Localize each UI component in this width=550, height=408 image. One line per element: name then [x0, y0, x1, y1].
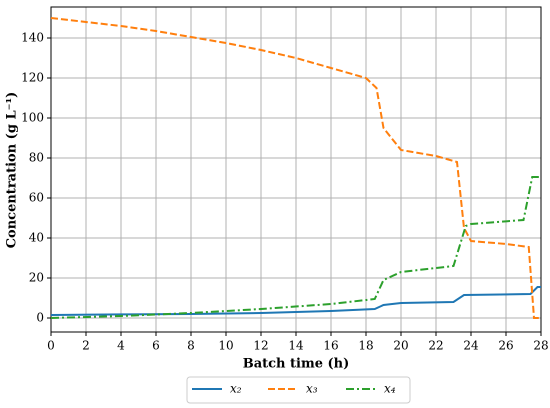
x-tick-label: 6 — [152, 339, 160, 353]
y-tick-label: 100 — [21, 111, 44, 125]
y-axis-label: Concentration (g L⁻¹) — [5, 92, 20, 249]
y-tick-label: 40 — [29, 231, 44, 245]
y-tick-label: 60 — [29, 191, 44, 205]
x-tick-label: 22 — [428, 339, 443, 353]
x-tick-label: 16 — [323, 339, 338, 353]
x-tick-label: 4 — [117, 339, 125, 353]
x-tick-label: 24 — [463, 339, 479, 353]
y-tick-label: 80 — [29, 151, 44, 165]
data-line — [50, 17, 541, 319]
legend-label: x₃ — [306, 382, 318, 396]
x-tick-label: 26 — [498, 339, 513, 353]
plot-frame — [50, 6, 542, 333]
x-tick-label: 20 — [393, 339, 408, 353]
x-tick-label: 8 — [187, 339, 195, 353]
x-tick-label: 2 — [82, 339, 90, 353]
y-tick-label: 140 — [21, 31, 44, 45]
legend-label: x₂ — [230, 382, 242, 396]
x-tick-label: 18 — [358, 339, 373, 353]
legend-label: x₄ — [384, 382, 396, 396]
x-tick-label: 0 — [47, 339, 55, 353]
y-tick-label: 20 — [29, 271, 44, 285]
x-tick-label: 28 — [533, 339, 548, 353]
x-tick-label: 12 — [253, 339, 268, 353]
y-tick-label: 120 — [21, 71, 44, 85]
x-tick-label: 14 — [288, 339, 304, 353]
x-axis-label: Batch time (h) — [243, 357, 350, 372]
x-tick-label: 10 — [218, 339, 233, 353]
legend-box — [186, 376, 411, 404]
data-line — [50, 176, 541, 319]
y-tick-label: 0 — [36, 311, 44, 325]
